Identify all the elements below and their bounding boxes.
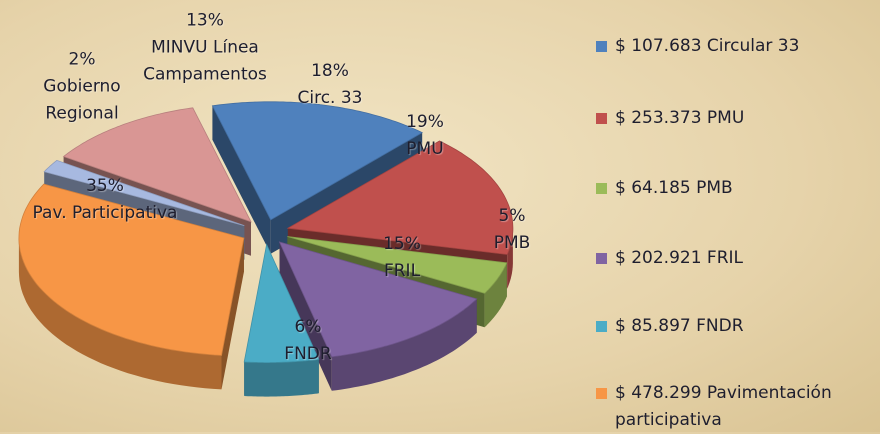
legend-swatch [596,388,607,399]
slice-wall [221,238,244,390]
slice-label: 2% Gobierno Regional [27,47,137,128]
value-label: 18% [311,61,349,81]
legend-swatch [596,183,607,194]
category-label: Pav. Participativa [32,203,178,223]
value-label: 6% [294,317,322,337]
slice-label: 15% FRIL [383,231,421,285]
legend-swatch [596,253,607,264]
legend-label: $ 85.897 FNDR [615,316,744,336]
legend-swatch [596,113,607,124]
value-label: 15% [383,234,421,254]
value-label: 5% [498,206,526,226]
legend-label: $ 253.373 PMU [615,108,745,128]
category-label: MINVU Línea Campamentos [143,37,267,85]
category-label: PMB [493,233,531,253]
category-label: PMU [406,139,444,159]
legend-label: $ 478.299 Pavimentación participativa [615,383,832,430]
legend-label: $ 107.683 Circular 33 [615,36,800,56]
slice-label: 18% Circ. 33 [298,58,363,112]
slice-side [244,359,319,397]
slice-label: 13% MINVU Línea Campamentos [130,8,280,89]
slice [43,159,245,226]
slice-label: 19% PMU [406,109,444,163]
slice [18,183,245,356]
slice [243,243,320,363]
value-label: 35% [86,176,124,196]
slice-wall [212,105,271,254]
legend-label: $ 202.921 FRIL [615,248,743,268]
category-label: FRIL [383,261,421,281]
slice [286,140,514,255]
slice-wall [279,242,332,391]
slice [211,101,424,221]
slice-label: 6% FNDR [284,314,331,368]
legend-label: $ 64.185 PMB [615,178,733,198]
category-label: Circ. 33 [297,88,363,108]
slice-side [484,262,507,328]
slice-label: 5% PMB [494,203,531,257]
value-label: 2% [68,49,96,70]
legend-swatch [596,321,607,332]
slice-label: 35% Pav. Participativa [33,173,178,227]
value-label: 13% [186,10,224,31]
slice [62,107,252,223]
slice-side [18,238,222,390]
slice [278,241,478,358]
category-label: Gobierno Regional [43,76,121,124]
legend-swatch [596,41,607,52]
slice-side [331,298,477,391]
category-label: FNDR [284,344,332,364]
value-label: 19% [406,112,444,132]
slice [287,236,508,294]
slice-side [507,228,513,289]
